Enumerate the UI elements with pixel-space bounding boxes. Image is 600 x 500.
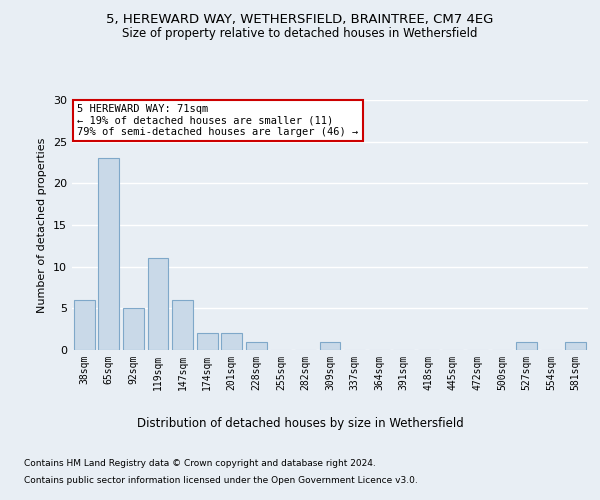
Bar	[123, 308, 144, 350]
Bar	[516, 342, 537, 350]
Bar	[197, 334, 218, 350]
Bar	[320, 342, 340, 350]
Text: Size of property relative to detached houses in Wethersfield: Size of property relative to detached ho…	[122, 28, 478, 40]
Text: Contains public sector information licensed under the Open Government Licence v3: Contains public sector information licen…	[24, 476, 418, 485]
Text: Contains HM Land Registry data © Crown copyright and database right 2024.: Contains HM Land Registry data © Crown c…	[24, 458, 376, 468]
Bar	[565, 342, 586, 350]
Bar	[148, 258, 169, 350]
Bar	[172, 300, 193, 350]
Bar	[98, 158, 119, 350]
Text: 5 HEREWARD WAY: 71sqm
← 19% of detached houses are smaller (11)
79% of semi-deta: 5 HEREWARD WAY: 71sqm ← 19% of detached …	[77, 104, 358, 137]
Bar	[221, 334, 242, 350]
Y-axis label: Number of detached properties: Number of detached properties	[37, 138, 47, 312]
Text: 5, HEREWARD WAY, WETHERSFIELD, BRAINTREE, CM7 4EG: 5, HEREWARD WAY, WETHERSFIELD, BRAINTREE…	[106, 12, 494, 26]
Bar	[246, 342, 267, 350]
Text: Distribution of detached houses by size in Wethersfield: Distribution of detached houses by size …	[137, 418, 463, 430]
Bar	[74, 300, 95, 350]
